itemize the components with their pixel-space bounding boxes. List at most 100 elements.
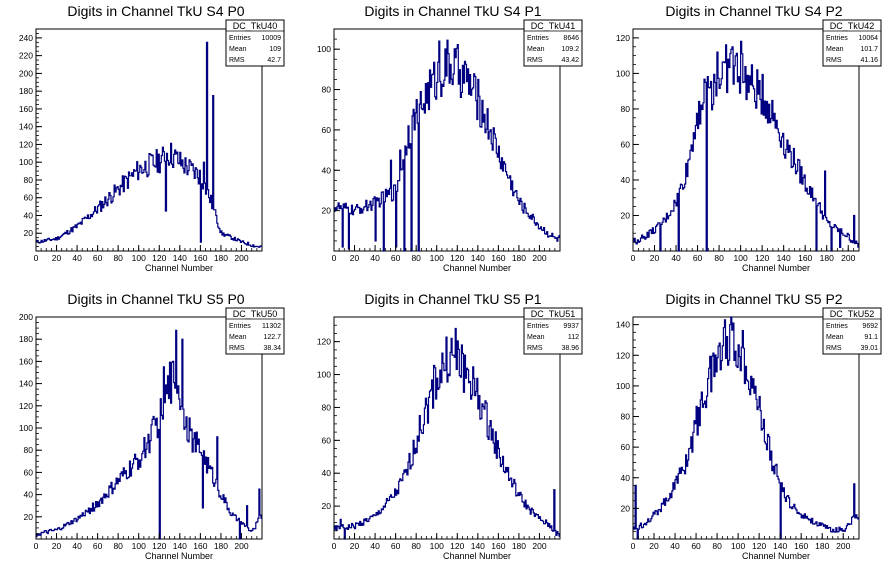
y-tick-label: 100 (317, 44, 331, 54)
histogram-panel-2: Digits in Channel TkU S4 P1 0 20 40 60 80 100 1… (317, 3, 583, 273)
histogram-line (36, 329, 262, 540)
stats-rms-label: RMS (826, 57, 842, 64)
histogram-panel-3: Digits in Channel TkU S4 P2 0 20 40 60 80 100 1… (616, 3, 882, 273)
y-tick-label: 180 (19, 334, 33, 344)
stats-box (523, 19, 583, 67)
stats-entries-value: 10009 (262, 35, 282, 42)
x-tick-label: 80 (113, 541, 123, 551)
x-tick-label: 0 (332, 253, 337, 263)
stats-rms-label: RMS (527, 345, 543, 352)
stats-rms-label: RMS (229, 345, 245, 352)
y-tick-label: 60 (621, 442, 631, 452)
y-tick-label: 120 (616, 33, 630, 43)
x-tick-label: 200 (234, 253, 248, 263)
y-tick-label: 80 (322, 402, 332, 412)
stats-mean-value: 112 (568, 334, 579, 341)
x-axis-label: Channel Number (145, 263, 213, 273)
y-tick-label: 140 (616, 320, 630, 330)
x-tick-label: 40 (670, 541, 680, 551)
y-tick-label: 80 (621, 104, 631, 114)
stats-mean-label: Mean (527, 46, 545, 53)
y-tick-label: 220 (19, 51, 33, 61)
stats-entries-value: 10064 (859, 35, 879, 42)
x-tick-label: 0 (332, 541, 337, 551)
chart-title: Digits in Channel TkU S5 P2 (665, 291, 842, 307)
stats-entries-label: Entries (527, 35, 549, 42)
x-tick-label: 80 (411, 541, 421, 551)
x-tick-label: 120 (152, 253, 166, 263)
x-tick-label: 0 (34, 541, 39, 551)
x-axis-label: Channel Number (443, 551, 511, 561)
x-tick-label: 0 (631, 253, 636, 263)
stats-mean-label: Mean (826, 46, 844, 53)
stats-entries-label: Entries (229, 323, 251, 330)
stats-mean-value: 122.7 (263, 334, 281, 341)
stats-entries-label: Entries (826, 323, 848, 330)
y-tick-label: 140 (19, 379, 33, 389)
y-tick-label: 20 (621, 503, 631, 513)
x-tick-label: 60 (391, 253, 401, 263)
x-tick-label: 20 (650, 253, 660, 263)
x-tick-label: 180 (214, 253, 228, 263)
x-tick-label: 120 (755, 253, 769, 263)
x-tick-label: 120 (752, 541, 766, 551)
x-tick-label: 200 (532, 253, 546, 263)
histogram-line (334, 327, 560, 540)
stats-rms-label: RMS (826, 345, 842, 352)
x-tick-label: 20 (350, 253, 360, 263)
x-tick-label: 100 (132, 541, 146, 551)
x-tick-label: 20 (649, 541, 659, 551)
y-tick-label: 40 (24, 490, 34, 500)
x-tick-label: 40 (72, 541, 82, 551)
x-tick-label: 140 (773, 541, 787, 551)
y-tick-label: 200 (19, 68, 33, 78)
y-tick-label: 20 (322, 501, 332, 511)
histogram-line (633, 40, 859, 252)
stats-rms-value: 41.16 (860, 57, 878, 64)
y-tick-label: 100 (19, 157, 33, 167)
x-tick-label: 200 (841, 253, 855, 263)
stats-name: DC_TkU52 (830, 309, 875, 319)
stats-name: DC_TkU51 (531, 309, 576, 319)
x-tick-label: 20 (52, 253, 62, 263)
y-tick-label: 100 (19, 423, 33, 433)
histogram-panel-5: Digits in Channel TkU S5 P1 0 20 40 60 80 100 1… (317, 291, 583, 561)
x-tick-label: 60 (693, 253, 703, 263)
stats-mean-value: 91.1 (864, 334, 878, 341)
stats-box (822, 307, 882, 355)
x-tick-label: 40 (671, 253, 681, 263)
x-tick-label: 160 (798, 253, 812, 263)
x-tick-label: 80 (411, 253, 421, 263)
y-tick-label: 20 (621, 210, 631, 220)
stats-entries-value: 9937 (563, 323, 579, 330)
x-tick-label: 80 (712, 541, 722, 551)
y-tick-label: 180 (19, 86, 33, 96)
chart-title: Digits in Channel TkU S4 P2 (665, 3, 842, 19)
x-tick-label: 160 (193, 253, 207, 263)
x-tick-label: 100 (430, 253, 444, 263)
x-tick-label: 40 (370, 253, 380, 263)
stats-rms-value: 39.01 (860, 345, 878, 352)
y-tick-label: 20 (24, 512, 34, 522)
y-tick-label: 60 (24, 193, 34, 203)
histogram-panel-4: Digits in Channel TkU S5 P0 0 20 40 60 80 100 1… (19, 291, 285, 561)
y-tick-label: 80 (322, 85, 332, 95)
histogram-panel-1: Digits in Channel TkU S4 P0 0 20 40 60 80 100 1… (19, 3, 285, 273)
y-tick-label: 80 (24, 175, 34, 185)
stats-box (225, 307, 285, 355)
y-tick-label: 160 (19, 356, 33, 366)
x-tick-label: 200 (234, 541, 248, 551)
x-tick-label: 40 (72, 253, 82, 263)
histogram-line (36, 41, 262, 248)
y-tick-label: 20 (322, 206, 332, 216)
x-tick-label: 180 (512, 541, 526, 551)
x-tick-label: 20 (350, 541, 360, 551)
x-tick-label: 180 (815, 541, 829, 551)
x-tick-label: 160 (794, 541, 808, 551)
stats-entries-label: Entries (527, 323, 549, 330)
x-tick-label: 120 (450, 541, 464, 551)
x-tick-label: 200 (532, 541, 546, 551)
stats-rms-value: 43.42 (561, 57, 579, 64)
stats-mean-label: Mean (229, 46, 247, 53)
